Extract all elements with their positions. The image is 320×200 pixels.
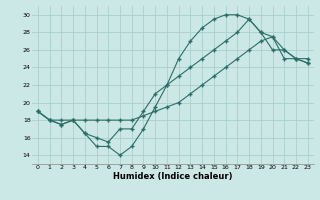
X-axis label: Humidex (Indice chaleur): Humidex (Indice chaleur) [113, 172, 233, 181]
